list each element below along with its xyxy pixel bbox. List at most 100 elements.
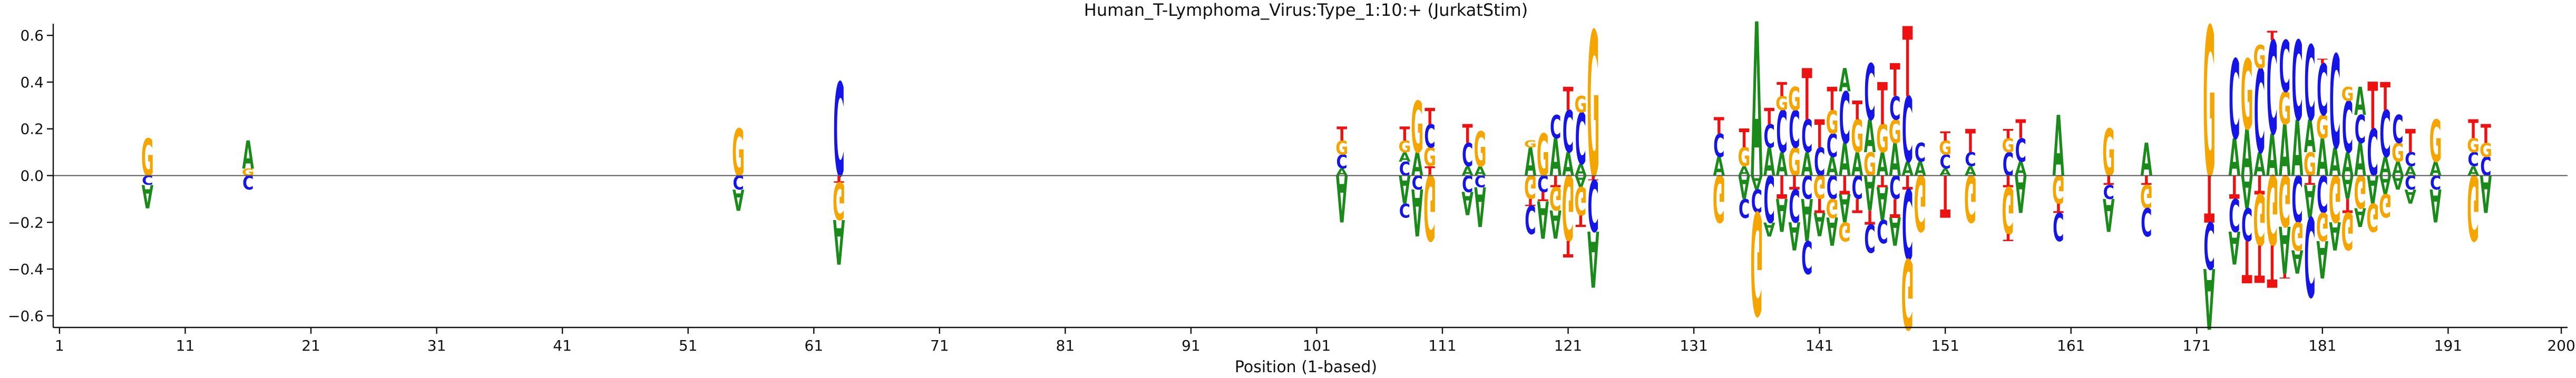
logo-letter-C: C [1563, 99, 1574, 166]
logo-letter-A: A [1889, 135, 1901, 187]
svg-text:G: G [2379, 186, 2392, 223]
svg-text:G: G [732, 116, 745, 191]
logo-letter-G: G [1863, 147, 1876, 184]
logo-letter-T: T [1764, 103, 1774, 130]
svg-text:T: T [2405, 123, 2416, 160]
y-tick-label: −0.6 [8, 307, 44, 325]
svg-text:T: T [1777, 167, 1787, 204]
logo-letter-T: T [2255, 169, 2265, 198]
logo-letter-A: A [1336, 161, 1348, 235]
chart-title: Human_T-Lymphoma_Virus:Type_1:10:+ (Jurk… [1084, 0, 1528, 20]
svg-text:A: A [2429, 178, 2442, 231]
svg-text:T: T [2380, 75, 2390, 120]
y-tick-label: 0.0 [20, 167, 44, 185]
logo-letter-C: C [1915, 138, 1926, 168]
logo-letter-A: A [1864, 164, 1876, 220]
svg-text:A: A [1763, 217, 1775, 240]
logo-letter-C: C [2229, 187, 2240, 240]
x-tick-label: 151 [1931, 337, 1959, 354]
logo-letter-T: T [1802, 54, 1812, 136]
logo-letter-G: G [1788, 141, 1801, 185]
logo-letter-T: T [1563, 81, 1574, 118]
x-tick-label: 121 [1554, 337, 1582, 354]
svg-text:T: T [2015, 115, 2026, 145]
logo-letter-C: C [2229, 37, 2240, 164]
svg-text:C: C [1939, 151, 1950, 173]
svg-text:G: G [1574, 177, 1587, 222]
logo-letter-C: C [2291, 18, 2302, 145]
svg-text:C: C [2342, 87, 2353, 169]
svg-text:T: T [1739, 125, 1750, 154]
svg-text:C: C [242, 171, 253, 194]
svg-text:C: C [2103, 180, 2114, 203]
svg-text:C: C [833, 56, 844, 206]
logo-letter-A: A [2103, 187, 2115, 240]
svg-text:A: A [1411, 147, 1423, 184]
logo-letter-T: T [1877, 71, 1888, 138]
svg-text:C: C [2003, 147, 2014, 184]
logo-letter-G: G [1851, 111, 1863, 163]
svg-text:C: C [1525, 196, 1536, 241]
logo-letter-A: A [1901, 157, 1914, 180]
logo-letter-G: G [2366, 194, 2379, 238]
svg-text:C: C [1814, 141, 1825, 185]
svg-text:A: A [1914, 157, 1926, 180]
svg-text:T: T [1827, 81, 1838, 118]
svg-text:G: G [2002, 172, 2015, 247]
logo-letter-C: C [1827, 167, 1838, 204]
logo-letter-A: A [1399, 150, 1411, 165]
svg-text:T: T [1890, 193, 1900, 222]
svg-text:G: G [1914, 157, 1927, 247]
logo-letter-C: C [1864, 215, 1875, 260]
svg-text:C: C [1550, 110, 1561, 146]
svg-text:T: T [1336, 123, 1347, 145]
svg-text:A: A [1587, 213, 1599, 303]
svg-text:A: A [2253, 147, 2266, 184]
logo-letter-C: C [2241, 197, 2252, 249]
logo-letter-A: A [2141, 135, 2153, 187]
logo-letter-C: C [1889, 167, 1900, 204]
logo-letter-G: G [1964, 161, 1977, 235]
logo-letter-C: C [2141, 198, 2152, 243]
x-tick-label: 191 [2434, 337, 2462, 354]
svg-text:T: T [1852, 194, 1862, 217]
logo-letter-T: T [1336, 123, 1347, 145]
svg-text:G: G [1398, 138, 1411, 157]
logo-letter-C: C [2342, 87, 2353, 169]
logo-letter-T: T [2343, 194, 2353, 217]
logo-letter-A: A [1889, 208, 1901, 253]
svg-text:T: T [1462, 120, 1473, 150]
logo-letter-C: C [1537, 170, 1548, 196]
logo-letter-A: A [1549, 201, 1562, 246]
logo-letter-G: G [141, 128, 154, 188]
logo-letter-T: T [1890, 193, 1900, 222]
logo-letter-G: G [1574, 177, 1587, 222]
svg-text:G: G [2329, 161, 2341, 235]
y-tick-label: −0.4 [8, 261, 44, 278]
svg-text:C: C [2267, 15, 2278, 164]
logo-letter-C: C [1789, 100, 1800, 160]
logo-letter-A: A [1763, 141, 1775, 185]
svg-text:G: G [2253, 177, 2266, 260]
svg-text:A: A [1474, 174, 1486, 238]
logo-letter-C: C [1801, 167, 1812, 204]
x-tick-label: 141 [1806, 337, 1833, 354]
svg-text:A: A [2379, 169, 2392, 198]
svg-text:A: A [1789, 213, 1801, 257]
svg-text:A: A [1549, 201, 1562, 246]
svg-text:G: G [1750, 180, 1763, 344]
svg-text:G: G [2316, 110, 2329, 146]
logo-letter-C: C [1889, 91, 1900, 127]
svg-text:C: C [2317, 163, 2328, 223]
svg-text:A: A [2291, 242, 2304, 279]
x-tick-label: 101 [1303, 337, 1331, 354]
svg-text:A: A [2241, 164, 2253, 216]
svg-text:A: A [1411, 174, 1423, 249]
svg-text:A: A [1901, 157, 1914, 180]
svg-text:T: T [1890, 55, 1900, 107]
svg-text:G: G [2341, 201, 2354, 261]
logo-letter-C: C [1764, 161, 1775, 235]
logo-letter-A: A [1877, 176, 1889, 228]
logo-letter-A: A [1801, 147, 1813, 184]
logo-letter-C: C [242, 171, 253, 194]
